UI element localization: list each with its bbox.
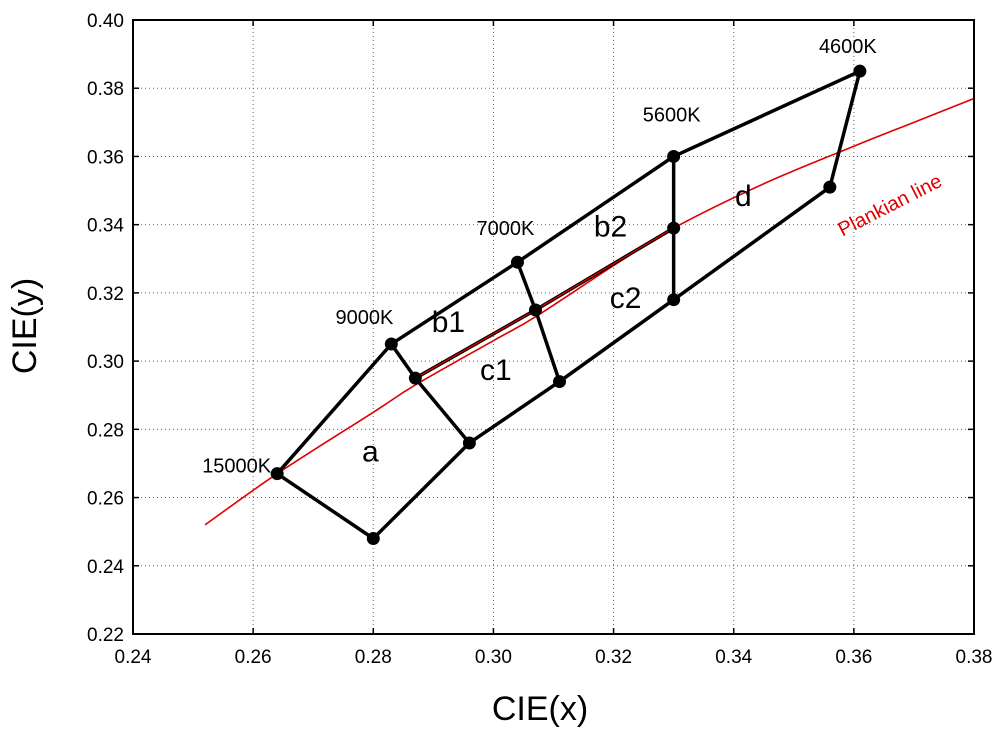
y-tick-labels: 0.22 0.24 0.26 0.28 0.30 0.32 0.34 0.36 0.38 0.40 [87, 11, 124, 646]
boundary-segment [557, 297, 676, 384]
data-point-marker [510, 255, 524, 269]
region-label: b2 [594, 211, 627, 244]
boundary-segment [371, 441, 472, 541]
temperature-label: 5600K [643, 104, 701, 126]
data-point-marker [667, 221, 681, 235]
y-tick-label: 0.32 [87, 284, 124, 305]
boundary-segment [515, 260, 538, 312]
data-point-marker [553, 375, 567, 389]
boundary-segment [389, 260, 520, 346]
data-point-marker [823, 180, 837, 194]
temperature-label: 15000K [202, 456, 272, 478]
region-label: d [735, 180, 752, 213]
y-tick-label: 0.30 [87, 352, 124, 373]
x-tick-label: 0.36 [835, 647, 872, 668]
y-tick-label: 0.38 [87, 79, 124, 100]
boundary-segment [671, 69, 862, 159]
temperature-label: 7000K [477, 218, 535, 240]
boundary-segment [275, 471, 376, 541]
y-tick-label: 0.36 [87, 147, 124, 168]
x-tick-label: 0.24 [115, 647, 152, 668]
x-tick-label: 0.32 [595, 647, 632, 668]
data-point-marker [528, 303, 542, 317]
data-point-marker [667, 293, 681, 307]
x-axis-title: CIE(x) [492, 690, 588, 728]
data-point-marker [853, 64, 867, 78]
axis-ticks [132, 19, 975, 635]
grid-lines [133, 20, 974, 634]
x-tick-label: 0.26 [235, 647, 272, 668]
boundary-segment [467, 379, 562, 445]
boundary-segment [533, 308, 562, 384]
region-label: a [362, 436, 379, 469]
temperature-label: 4600K [819, 36, 877, 58]
boundary-segment [671, 185, 832, 302]
plankian-line [204, 97, 975, 526]
plankian-overlay [535, 227, 674, 311]
x-tick-label: 0.34 [715, 647, 752, 668]
data-point-marker [384, 337, 398, 351]
y-tick-label: 0.22 [87, 625, 124, 646]
data-markers [270, 64, 867, 545]
x-tick-label: 0.38 [956, 647, 993, 668]
region-label: c2 [610, 282, 642, 315]
data-point-marker [667, 149, 681, 163]
x-tick-label: 0.30 [475, 647, 512, 668]
region-labels: a b1 c1 b2 c2 d [362, 180, 752, 469]
temperature-labels: 15000K 9000K 7000K 5600K 4600K [202, 36, 877, 478]
data-point-marker [462, 436, 476, 450]
y-axis-title: CIE(y) [6, 278, 44, 374]
boundary-segment [275, 342, 394, 476]
region-boundaries [275, 69, 862, 541]
boundary-segment [413, 376, 472, 445]
data-point-marker [270, 467, 284, 481]
plot-frame [132, 19, 975, 635]
y-tick-label: 0.28 [87, 420, 124, 441]
region-label: c1 [480, 354, 512, 387]
y-tick-label: 0.24 [87, 557, 124, 578]
temperature-label: 9000K [335, 307, 393, 329]
data-point-marker [366, 531, 380, 545]
region-label: b1 [432, 306, 465, 339]
boundary-segment [828, 69, 862, 189]
data-point-marker [408, 371, 422, 385]
x-tick-label: 0.28 [355, 647, 392, 668]
y-tick-label: 0.26 [87, 489, 124, 510]
x-tick-labels: 0.24 0.26 0.28 0.30 0.32 0.34 0.36 0.38 [115, 647, 993, 668]
boundary-segment [389, 342, 418, 380]
boundary-segment [515, 154, 676, 264]
y-tick-label: 0.34 [87, 216, 124, 237]
y-tick-label: 0.40 [87, 11, 124, 32]
plankian-overlay [415, 309, 536, 379]
